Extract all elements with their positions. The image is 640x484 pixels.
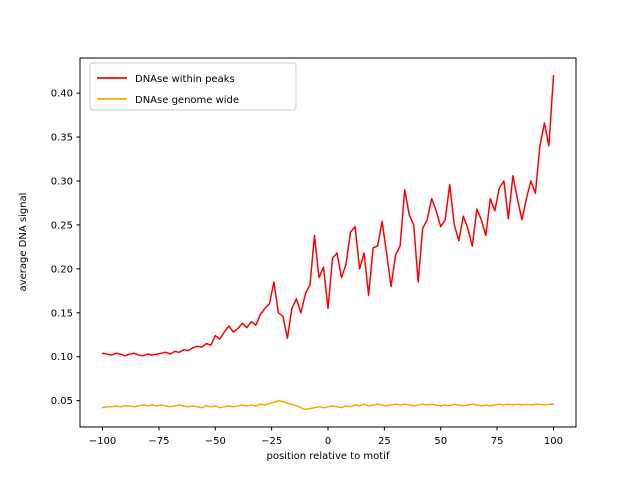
legend-label-dnase-genome-wide: DNAse genome wide	[135, 95, 239, 106]
x-tick-label: 75	[491, 436, 504, 447]
y-axis-ticks: 0.05 0.10 0.15 0.20 0.25 0.30 0.35 0.40	[51, 89, 80, 407]
x-tick-label: −25	[261, 436, 282, 447]
y-tick-label: 0.20	[51, 264, 73, 275]
legend-box	[89, 62, 297, 111]
y-tick-label: 0.15	[51, 308, 73, 319]
y-tick-label: 0.25	[51, 220, 73, 231]
x-tick-label: −50	[205, 436, 226, 447]
series-lines	[101, 74, 555, 411]
x-tick-label: 100	[544, 436, 563, 447]
y-axis-label: average DNA signal	[18, 193, 29, 292]
y-tick-label: 0.30	[51, 177, 73, 188]
y-tick-label: 0.40	[51, 89, 73, 100]
y-tick-label: 0.10	[51, 352, 73, 363]
plot-border	[79, 57, 577, 428]
y-tick-label: 0.35	[51, 133, 73, 144]
x-tick-label: −75	[148, 436, 169, 447]
x-tick-label: −100	[89, 436, 116, 447]
dnase-within-peaks-line	[101, 74, 555, 357]
dnase-genome-wide-line	[101, 399, 555, 411]
x-axis-label: position relative to motif	[267, 451, 390, 462]
x-tick-label: 50	[434, 436, 447, 447]
x-tick-label: 0	[325, 436, 331, 447]
legend: DNAse within peaks DNAse genome wide	[89, 62, 297, 111]
x-axis-ticks: −100 −75 −50 −25 0 25 50 75 100	[89, 427, 563, 447]
x-tick-label: 25	[378, 436, 391, 447]
legend-label-dnase-within-peaks: DNAse within peaks	[135, 74, 235, 85]
y-tick-label: 0.05	[51, 396, 73, 407]
